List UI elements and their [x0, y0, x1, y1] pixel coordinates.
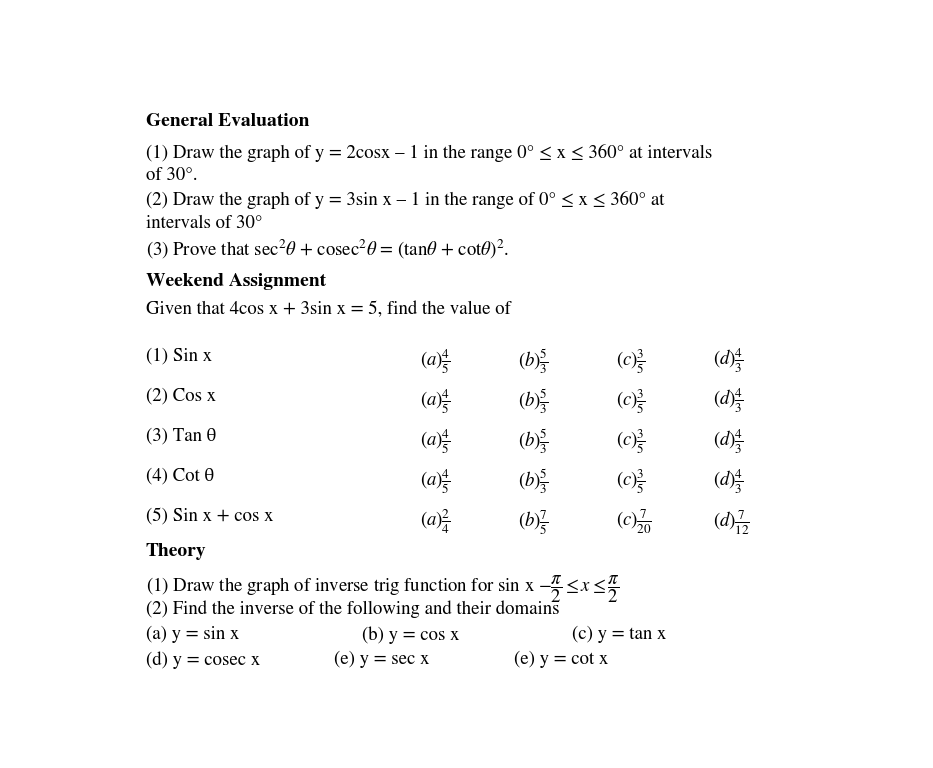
Text: $(d)\frac{4}{3}$: $(d)\frac{4}{3}$ — [713, 347, 744, 375]
Text: Given that 4cos x + 3sin x = 5, find the value of: Given that 4cos x + 3sin x = 5, find the… — [146, 301, 510, 318]
Text: $(b)\frac{5}{3}$: $(b)\frac{5}{3}$ — [518, 387, 549, 416]
Text: $(a)\frac{4}{5}$: $(a)\frac{4}{5}$ — [420, 468, 451, 496]
Text: (a) y = sin x: (a) y = sin x — [146, 626, 239, 644]
Text: (1) Draw the graph of inverse trig function for sin x $-\dfrac{\pi}{2} \leq x \l: (1) Draw the graph of inverse trig funct… — [146, 573, 620, 604]
Text: $(d)\frac{4}{3}$: $(d)\frac{4}{3}$ — [713, 428, 744, 455]
Text: (b) y = cos x: (b) y = cos x — [362, 626, 460, 644]
Text: $(d)\frac{7}{12}$: $(d)\frac{7}{12}$ — [713, 508, 750, 537]
Text: (e) y = cot x: (e) y = cot x — [514, 651, 608, 668]
Text: $(d)\frac{4}{3}$: $(d)\frac{4}{3}$ — [713, 387, 744, 415]
Text: (4) Cot θ: (4) Cot θ — [146, 468, 214, 485]
Text: $(c)\frac{3}{5}$: $(c)\frac{3}{5}$ — [616, 387, 645, 416]
Text: (e) y = sec x: (e) y = sec x — [334, 651, 429, 668]
Text: $(b)\frac{5}{3}$: $(b)\frac{5}{3}$ — [518, 468, 549, 496]
Text: (1) Sin x: (1) Sin x — [146, 347, 212, 364]
Text: Theory: Theory — [146, 544, 206, 561]
Text: (2) Draw the graph of y = 3sin x – 1 in the range of 0° ≤ x ≤ 360° at: (2) Draw the graph of y = 3sin x – 1 in … — [146, 191, 664, 209]
Text: $(c)\frac{3}{5}$: $(c)\frac{3}{5}$ — [616, 347, 645, 376]
Text: (5) Sin x + cos x: (5) Sin x + cos x — [146, 508, 273, 525]
Text: (1) Draw the graph of y = 2cosx – 1 in the range 0° ≤ x ≤ 360° at intervals: (1) Draw the graph of y = 2cosx – 1 in t… — [146, 144, 712, 161]
Text: $(c)\frac{3}{5}$: $(c)\frac{3}{5}$ — [616, 428, 645, 456]
Text: Weekend Assignment: Weekend Assignment — [146, 273, 326, 290]
Text: $(c)\frac{3}{5}$: $(c)\frac{3}{5}$ — [616, 468, 645, 496]
Text: $(b)\frac{5}{3}$: $(b)\frac{5}{3}$ — [518, 428, 549, 456]
Text: $(b)\frac{5}{3}$: $(b)\frac{5}{3}$ — [518, 347, 549, 376]
Text: $(c)\frac{7}{20}$: $(c)\frac{7}{20}$ — [616, 508, 651, 536]
Text: intervals of 30°: intervals of 30° — [146, 214, 262, 232]
Text: $(b)\frac{7}{5}$: $(b)\frac{7}{5}$ — [518, 508, 549, 537]
Text: (2) Cos x: (2) Cos x — [146, 387, 216, 405]
Text: $(a)\frac{2}{4}$: $(a)\frac{2}{4}$ — [420, 508, 451, 536]
Text: $(a)\frac{4}{5}$: $(a)\frac{4}{5}$ — [420, 347, 451, 376]
Text: $(d)\frac{4}{3}$: $(d)\frac{4}{3}$ — [713, 468, 744, 495]
Text: General Evaluation: General Evaluation — [146, 113, 309, 130]
Text: (d) y = cosec x: (d) y = cosec x — [146, 651, 259, 669]
Text: $(a)\frac{4}{5}$: $(a)\frac{4}{5}$ — [420, 387, 451, 416]
Text: of 30°.: of 30°. — [146, 167, 197, 184]
Text: (c) y = tan x: (c) y = tan x — [572, 626, 666, 644]
Text: $(a)\frac{4}{5}$: $(a)\frac{4}{5}$ — [420, 428, 451, 456]
Text: (3) Tan θ: (3) Tan θ — [146, 428, 216, 445]
Text: (2) Find the inverse of the following and their domains: (2) Find the inverse of the following an… — [146, 600, 559, 617]
Text: (3) Prove that sec$^2\theta$ + cosec$^2\theta$ = (tan$\theta$ + cot$\theta$)$^2$: (3) Prove that sec$^2\theta$ + cosec$^2\… — [146, 238, 508, 261]
